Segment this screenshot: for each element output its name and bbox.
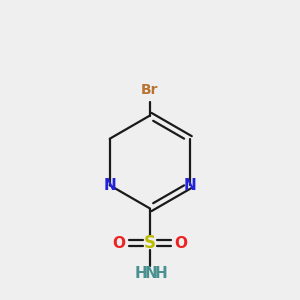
Text: O: O (174, 236, 188, 250)
Text: H: H (135, 266, 147, 280)
Text: N: N (144, 266, 157, 280)
Text: Br: Br (141, 83, 159, 97)
Text: O: O (112, 236, 126, 250)
Text: N: N (184, 178, 197, 193)
Text: S: S (144, 234, 156, 252)
Text: N: N (103, 178, 116, 193)
Text: H: H (154, 266, 167, 280)
